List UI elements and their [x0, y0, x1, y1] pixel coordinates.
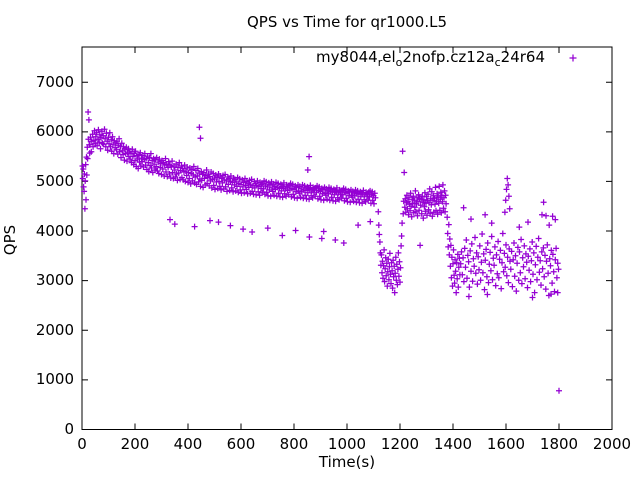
x-tick-label: 800: [279, 435, 309, 453]
x-tick-label: 400: [173, 435, 203, 453]
x-tick-label: 1600: [486, 435, 526, 453]
y-tick-label: 1000: [35, 370, 74, 389]
y-tick-label: 2000: [35, 320, 74, 339]
axis-tick-marks: [81, 47, 613, 430]
x-tick-label: 0: [77, 435, 87, 453]
y-tick-label: 3000: [35, 271, 74, 290]
x-tick-label: 600: [226, 435, 256, 453]
chart-title: QPS vs Time for qr1000.L5: [246, 13, 447, 31]
x-tick-label: 1400: [433, 435, 473, 453]
x-axis-title: Time(s): [318, 453, 376, 471]
x-tick-label: 1800: [539, 435, 579, 453]
x-tick-label: 2000: [592, 435, 632, 453]
x-tick-label: 1200: [380, 435, 420, 453]
x-tick-label: 1000: [327, 435, 367, 453]
legend-marker-icon: [569, 54, 577, 62]
x-tick-label: 200: [120, 435, 150, 453]
legend-label: my8044relo2nofp.cz12ac24r64: [316, 48, 545, 69]
plot-border: [81, 46, 613, 430]
y-tick-label: 0: [64, 420, 74, 438]
y-tick-label: 7000: [35, 72, 74, 91]
y-tick-label: 5000: [35, 171, 74, 190]
y-tick-label: 6000: [35, 122, 74, 141]
data-points: [79, 109, 562, 394]
y-tick-label: 4000: [35, 221, 74, 240]
